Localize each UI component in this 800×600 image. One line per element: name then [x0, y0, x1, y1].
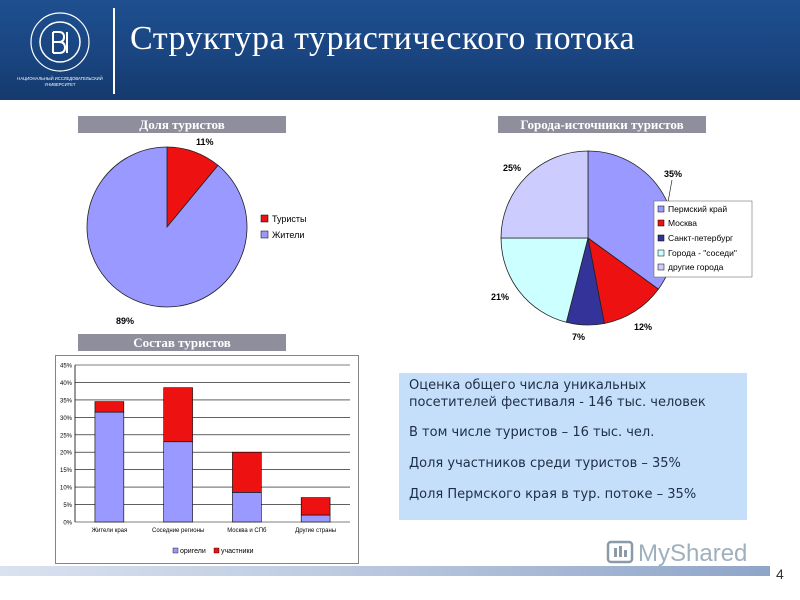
y-tick-label: 30%	[60, 416, 73, 422]
slice-label-other: 25%	[503, 163, 521, 173]
share-slice-1	[86, 146, 248, 308]
y-tick-label: 15%	[60, 468, 73, 474]
slice-label-spb: 7%	[572, 332, 585, 342]
watermark-icon	[606, 540, 634, 564]
page-title: Структура туристического потока	[130, 20, 636, 57]
info-value-perm-share: 35%	[667, 487, 697, 502]
legend-label-moscow: Москва	[668, 218, 697, 228]
info-line-tourists: В том числе туристов – 16 тыс. чел.	[409, 424, 737, 441]
info-text-perm-share: Доля Пермского края в тур. потоке –	[409, 487, 668, 502]
bar-orig-0	[94, 411, 125, 523]
legend-label-tourists: Туристы	[272, 214, 307, 224]
y-tick-label: 40%	[60, 381, 73, 387]
y-tick-label: 20%	[60, 451, 73, 457]
y-tick-label: 0%	[63, 521, 72, 527]
composition-panel-title: Состав туристов	[78, 334, 286, 351]
x-category-label: Москва и СПб	[227, 528, 267, 534]
info-value-visitors: 146	[588, 395, 613, 410]
x-category-label: Соседние регионы	[152, 528, 204, 534]
legend-swatch-residents	[260, 230, 269, 239]
cities-slice-4	[500, 150, 589, 239]
info-line-visitors: Оценка общего числа уникальных посетител…	[409, 377, 737, 411]
slice-label-residents: 89%	[116, 316, 134, 326]
bar-orig-1	[163, 441, 193, 523]
y-tick-label: 25%	[60, 433, 73, 439]
watermark-text: MyShared	[638, 540, 747, 567]
bar-participants-3	[300, 497, 331, 516]
info-text-visitors: Оценка общего числа уникальных посетител…	[409, 378, 647, 410]
cities-slice-1	[587, 237, 659, 324]
slice-label-perm: 35%	[664, 169, 682, 179]
legend-swatch-neighbors	[657, 249, 665, 257]
info-unit-tourists: тыс. чел.	[588, 425, 655, 440]
legend-label-perm: Пермский край	[668, 204, 727, 214]
header-banner: НАЦИОНАЛЬНЫЙ ИССЛЕДОВАТЕЛЬСКИЙ УНИВЕРСИТ…	[0, 0, 800, 100]
info-box: Оценка общего числа уникальных посетител…	[399, 373, 747, 520]
page-number: 4	[776, 566, 784, 582]
bottom-bar	[0, 566, 770, 576]
bar-participants-1	[163, 387, 193, 443]
legend-swatch-tourists	[260, 214, 269, 223]
legend-swatch-perm	[657, 205, 665, 213]
x-category-label: Другие страны	[295, 528, 336, 534]
share-panel-title: Доля туристов	[78, 116, 286, 133]
legend-swatch-other	[657, 263, 665, 271]
pie2-legend-box	[653, 200, 753, 278]
info-value-tourists: 16	[572, 425, 589, 440]
legend-label-other: другие города	[668, 262, 724, 272]
cities-panel-title: Города-источники туристов	[498, 116, 706, 133]
bar-orig-2	[232, 492, 262, 523]
source-cities-pie-chart: 35% 12% 7% 21% 25% Пермский край Москва …	[491, 150, 753, 342]
legend-swatch-participants	[213, 547, 220, 554]
y-tick-label: 45%	[60, 364, 73, 370]
pie2-legend: Пермский край Москва Санкт-петербург Гор…	[653, 200, 753, 278]
bar-participants-2	[232, 451, 262, 493]
bar-participants-0	[94, 401, 125, 413]
svg-text:НАЦИОНАЛЬНЫЙ ИССЛЕДОВАТЕЛЬСКИЙ: НАЦИОНАЛЬНЫЙ ИССЛЕДОВАТЕЛЬСКИЙ	[17, 76, 102, 81]
tourist-share-pie-chart: 11% 89% Туристы Жители	[86, 137, 307, 326]
legend-label-residents: Жители	[272, 230, 304, 240]
legend-label-spb: Санкт-петербург	[668, 233, 733, 243]
y-tick-label: 35%	[60, 398, 73, 404]
myshared-watermark: MyShared	[606, 540, 747, 567]
y-tick-label: 10%	[60, 486, 73, 492]
slice-label-moscow: 12%	[634, 322, 652, 332]
pie1-legend: Туристы Жители	[260, 214, 307, 240]
info-text-tourists: В том числе туристов –	[409, 425, 573, 440]
slice-label-neighbors: 21%	[491, 292, 509, 302]
legend-label-neighbors: Города - "соседи"	[668, 248, 737, 258]
info-value-participants: 35%	[652, 456, 681, 471]
info-line-perm-share: Доля Пермского края в тур. потоке – 35%	[409, 486, 737, 503]
legend-swatch-orig	[172, 547, 179, 554]
legend-label-participants: участники	[221, 548, 254, 555]
info-unit-visitors: тыс. человек	[612, 395, 706, 410]
hse-logo: НАЦИОНАЛЬНЫЙ ИССЛЕДОВАТЕЛЬСКИЙ УНИВЕРСИТ…	[17, 12, 103, 87]
svg-text:УНИВЕРСИТЕТ: УНИВЕРСИТЕТ	[45, 82, 76, 87]
info-line-participants: Доля участников среди туристов – 35%	[409, 455, 737, 472]
header-divider	[113, 8, 115, 94]
legend-swatch-moscow	[657, 219, 665, 227]
bar-orig-3	[300, 514, 331, 523]
x-category-label: Жители края	[91, 528, 127, 534]
slice-label-tourists: 11%	[196, 137, 214, 147]
legend-swatch-spb	[657, 234, 665, 242]
bar-legend: оригели участники	[172, 547, 254, 555]
cities-slice-3	[500, 237, 589, 323]
info-text-participants: Доля участников среди туристов –	[409, 456, 653, 471]
tourist-composition-bar-chart: 0% 5% 10% 15% 20% 25% 30% 35% 40% 45% Жители края…	[55, 355, 359, 564]
y-tick-label: 5%	[63, 503, 72, 509]
legend-label-orig: оригели	[180, 548, 206, 555]
